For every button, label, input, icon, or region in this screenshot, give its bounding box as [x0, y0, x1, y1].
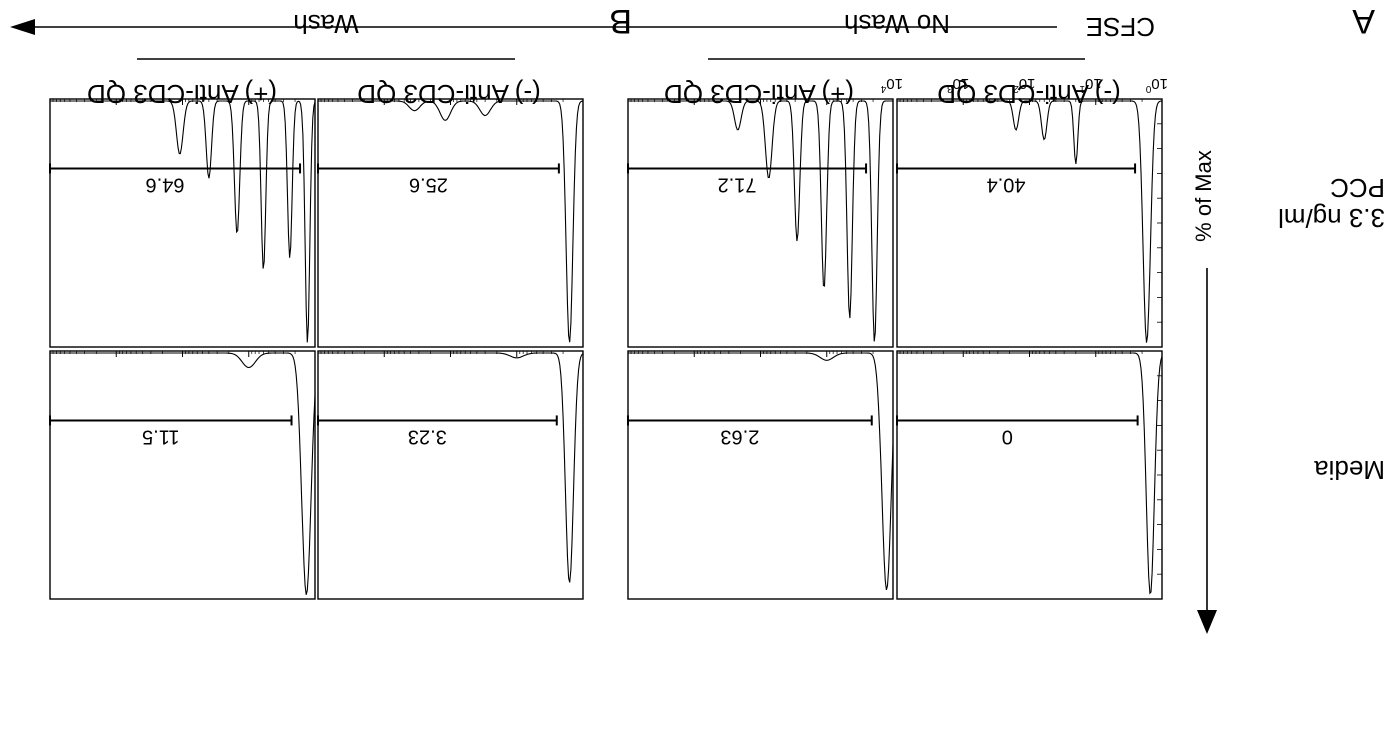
histogram-panels: 0 2.63 3.23 11.5 40.4 100 101 102 103 104 71.2 25.6… [49, 75, 1168, 600]
gate-percent-label: 3.23 [408, 425, 447, 447]
column-label: (+) Anti-CD3 QD [664, 79, 854, 109]
histogram-panel: 40.4 100 101 102 103 104 [880, 75, 1168, 348]
histogram-panel: 0 [896, 350, 1163, 600]
column-label: (-) Anti-CD3 QD [357, 79, 540, 109]
histogram-curve [628, 352, 894, 591]
histogram-panel: 64.6 [49, 98, 316, 348]
histogram-curve [50, 352, 316, 595]
panel-frame [896, 350, 1163, 600]
row-label-pcc-line2: PCC [1330, 173, 1385, 203]
histogram-panel: 2.63 [627, 350, 894, 600]
panel-frame [896, 98, 1163, 348]
histogram-curve [50, 100, 316, 343]
histogram-panel: 25.6 [317, 98, 584, 348]
gate-percent-label: 2.63 [720, 425, 759, 447]
histogram-panel: 3.23 [317, 350, 584, 600]
x-tick-label: 104 [880, 75, 903, 94]
gate-percent-label: 11.5 [142, 425, 179, 447]
row-label-pcc-line1: 3.3 ng/ml [1278, 203, 1385, 233]
panel-frame [627, 350, 894, 600]
histogram-curve [318, 100, 584, 343]
wash-group-label: Wash [293, 9, 359, 39]
panel-frame [317, 98, 584, 348]
histogram-panel: 71.2 [627, 98, 894, 348]
x-tick-label: 100 [1145, 75, 1168, 94]
gate-percent-label: 64.6 [146, 173, 185, 195]
x-axis-arrowhead [10, 19, 35, 35]
row-label-media: Media [1314, 455, 1385, 485]
panel-frame [317, 350, 584, 600]
x-tick-label: 102 [1013, 75, 1036, 94]
panel-b-letter: B [609, 2, 632, 40]
x-axis-label: CFSE [1086, 12, 1155, 42]
gate-percent-label: 71.2 [718, 173, 757, 195]
histogram-curve [897, 352, 1163, 595]
gate-percent-label: 0 [1002, 425, 1013, 447]
panel-frame [627, 98, 894, 348]
y-axis-label: % of Max [1191, 150, 1216, 242]
histogram-curve [628, 100, 893, 342]
x-tick-label: 101 [1079, 75, 1102, 94]
histogram-curve [897, 100, 1163, 343]
y-axis-arrowhead [1197, 610, 1217, 634]
panel-a-letter: A [1352, 2, 1375, 40]
no-wash-group-label: No Wash [844, 9, 950, 39]
gate-percent-label: 40.4 [987, 173, 1026, 195]
histogram-curve [318, 352, 584, 583]
x-tick-label: 103 [947, 75, 970, 94]
panel-frame [49, 350, 316, 600]
gate-percent-label: 25.6 [409, 173, 448, 195]
histogram-panel: 11.5 [49, 350, 316, 600]
